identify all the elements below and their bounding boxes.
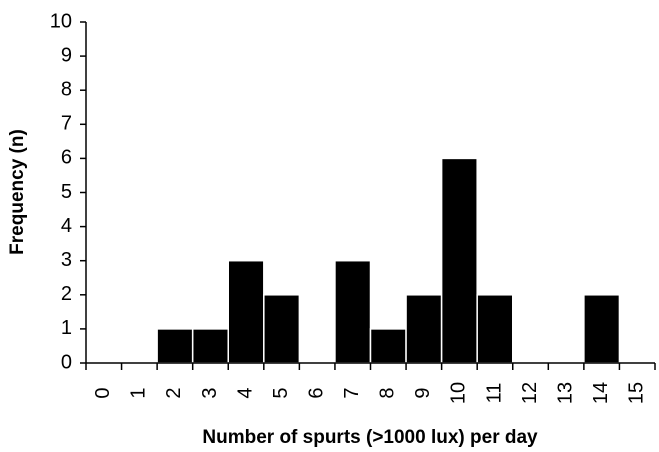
bar (263, 294, 301, 364)
bar (440, 157, 478, 364)
x-tick-label: 13 (554, 382, 576, 404)
bar (156, 328, 194, 364)
y-tick-label: 9 (61, 44, 72, 66)
x-tick-label: 4 (234, 387, 256, 398)
x-tick-label: 7 (341, 387, 363, 398)
x-tick-label: 2 (163, 387, 185, 398)
y-tick-label: 0 (61, 351, 72, 373)
y-tick-label: 6 (61, 147, 72, 169)
y-tick-label: 7 (61, 113, 72, 135)
bar (369, 328, 407, 364)
y-tick-label: 10 (50, 10, 72, 32)
bar (476, 294, 514, 364)
x-tick-label: 9 (412, 387, 434, 398)
bar (191, 328, 229, 364)
y-tick-label: 1 (61, 317, 72, 339)
x-tick-label: 6 (305, 387, 327, 398)
y-tick-label: 4 (61, 215, 72, 237)
bar (405, 294, 443, 364)
x-tick-label: 3 (199, 387, 221, 398)
x-tick-label: 10 (448, 382, 470, 404)
x-axis-title: Number of spurts (>1000 lux) per day (202, 427, 538, 448)
x-tick-label: 8 (377, 387, 399, 398)
bar (334, 259, 372, 364)
bar (227, 259, 265, 364)
x-tick-label: 11 (483, 383, 505, 404)
x-tick-label: 1 (128, 387, 150, 398)
y-axis-title: Frequency (n) (7, 129, 28, 255)
bar (583, 294, 621, 364)
y-tick-label: 2 (61, 283, 72, 305)
x-tick-label: 0 (92, 387, 114, 398)
y-tick-label: 5 (61, 181, 72, 203)
x-tick-label: 15 (626, 382, 648, 404)
x-tick-label: 14 (590, 382, 612, 404)
y-tick-label: 3 (61, 249, 72, 271)
x-tick-label: 5 (270, 387, 292, 398)
x-tick-label: 12 (519, 382, 541, 404)
y-tick-label: 8 (61, 78, 72, 100)
